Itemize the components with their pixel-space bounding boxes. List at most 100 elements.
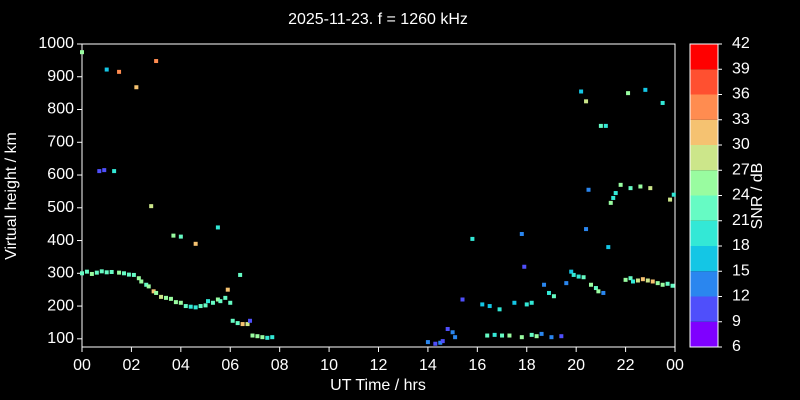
y-tick-label: 700	[47, 133, 74, 150]
point	[97, 169, 102, 174]
point	[492, 332, 497, 337]
point	[623, 277, 628, 282]
x-tick-label: 10	[320, 357, 338, 374]
point	[470, 236, 475, 241]
point	[534, 334, 539, 339]
point	[546, 290, 551, 295]
y-tick-label: 100	[47, 330, 74, 347]
colorbar-tick-label: 12	[732, 288, 750, 305]
point	[440, 339, 445, 344]
point	[569, 269, 574, 274]
point	[248, 318, 253, 323]
point	[522, 264, 527, 269]
colorbar-tick-label: 9	[732, 313, 741, 330]
point	[117, 270, 122, 275]
point	[146, 284, 151, 289]
y-tick-label: 1000	[38, 35, 74, 52]
point	[250, 333, 255, 338]
point	[542, 282, 547, 287]
point	[109, 269, 114, 274]
colorbar-segment	[690, 170, 718, 196]
point	[238, 272, 243, 277]
point	[453, 335, 458, 340]
colorbar-label: SNR / dB	[749, 163, 766, 230]
point	[613, 191, 618, 196]
point	[112, 169, 117, 174]
point	[117, 69, 122, 74]
point	[608, 200, 613, 205]
x-axis-label: UT Time / hrs	[330, 377, 426, 394]
point	[606, 245, 611, 250]
point	[579, 89, 584, 94]
colorbar-segment	[690, 94, 718, 120]
point	[206, 299, 211, 304]
x-tick-label: 08	[271, 357, 289, 374]
point	[255, 334, 260, 339]
y-tick-label: 800	[47, 101, 74, 118]
point	[228, 300, 233, 305]
point	[94, 270, 99, 275]
point	[507, 333, 512, 338]
colorbar-tick-label: 24	[732, 187, 750, 204]
point	[225, 287, 230, 292]
colorbar-tick-label: 42	[732, 35, 750, 52]
point	[450, 330, 455, 335]
point	[102, 168, 107, 173]
point	[630, 279, 635, 284]
point	[260, 335, 265, 340]
point	[660, 282, 665, 287]
point	[671, 192, 676, 197]
point	[529, 300, 534, 305]
point	[640, 277, 645, 282]
point	[80, 271, 84, 276]
y-axis-label: Virtual height / km	[3, 132, 20, 260]
point	[576, 274, 581, 279]
point	[126, 272, 131, 277]
point	[519, 335, 524, 340]
point	[618, 182, 623, 187]
colorbar-segment	[690, 145, 718, 171]
point	[154, 290, 159, 295]
point	[445, 326, 450, 331]
x-tick-label: 12	[370, 357, 388, 374]
point	[648, 186, 653, 191]
point	[480, 302, 485, 307]
point	[139, 279, 144, 284]
point	[628, 276, 633, 281]
point	[173, 300, 178, 305]
x-tick-label: 16	[468, 357, 486, 374]
point	[104, 67, 109, 72]
chart-title: 2025-11-23. f = 1260 kHz	[288, 11, 468, 28]
point	[193, 241, 198, 246]
point	[665, 281, 670, 286]
point	[438, 340, 443, 345]
point	[104, 270, 109, 275]
colorbar-segment	[690, 195, 718, 221]
point	[539, 331, 544, 336]
point	[178, 300, 183, 305]
point	[668, 197, 673, 202]
point	[270, 335, 275, 340]
point	[215, 225, 220, 230]
point	[512, 300, 517, 305]
point	[134, 85, 139, 90]
colorbar-tick-label: 6	[732, 338, 741, 355]
point	[598, 123, 603, 128]
point	[164, 295, 169, 300]
point	[80, 50, 84, 55]
colorbar-tick-label: 27	[732, 161, 750, 178]
point	[151, 289, 156, 294]
point	[596, 289, 601, 294]
x-tick-label: 04	[172, 357, 190, 374]
colorbar-tick-label: 18	[732, 237, 750, 254]
point	[584, 227, 589, 232]
point	[571, 272, 576, 277]
point	[223, 295, 228, 300]
point	[245, 322, 250, 327]
x-tick-label: 14	[419, 357, 437, 374]
point	[551, 294, 556, 299]
colorbar-segment	[690, 246, 718, 272]
point	[593, 286, 598, 291]
point	[149, 204, 154, 209]
